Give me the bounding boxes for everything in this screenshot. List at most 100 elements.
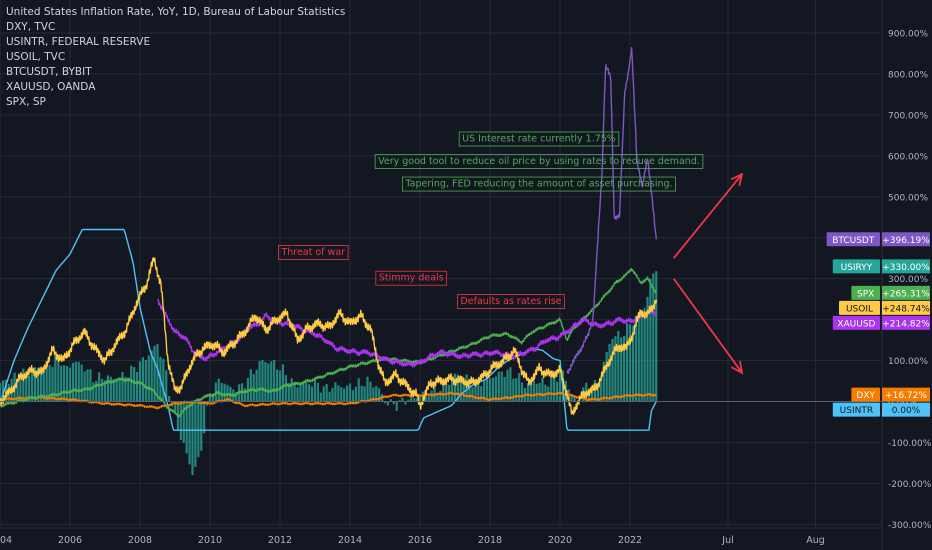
histogram-bar [541, 377, 544, 402]
histogram-bar [637, 312, 640, 402]
histogram-bar [118, 377, 121, 402]
histogram-bar [22, 368, 25, 402]
histogram-bar [258, 361, 261, 402]
histogram-bar [197, 401, 200, 458]
histogram-bar [51, 367, 54, 402]
annotation-box [402, 176, 676, 192]
legend-item-usoil[interactable]: USOIL, TVC [6, 51, 66, 63]
x-tick-label: Aug [806, 535, 825, 546]
price-tag-name-bg [851, 387, 880, 402]
histogram-bar [535, 383, 538, 402]
histogram-bar [512, 378, 515, 402]
y-tick-label: 800.00% [888, 70, 928, 80]
price-tag-btcusdt[interactable]: BTCUSDT +396.19% [826, 232, 931, 247]
histogram-bar [316, 382, 320, 402]
histogram-bar [602, 361, 605, 402]
histogram-bar [529, 381, 532, 402]
histogram-bar [162, 358, 165, 402]
histogram-bar [130, 365, 133, 402]
price-tag-value: +396.19% [882, 236, 930, 246]
price-tag-dxy[interactable]: DXY +16.72% [851, 387, 930, 402]
histogram-bar [4, 379, 7, 402]
histogram-bar [526, 383, 530, 402]
histogram-bar [80, 364, 83, 402]
plot-area: US Interest rate currently 1.75% Very goo… [0, 0, 882, 527]
histogram-bar [634, 315, 637, 402]
histogram-bar [620, 337, 623, 402]
histogram-bar [625, 323, 629, 402]
y-tick-label: -300.00% [888, 521, 932, 531]
histogram-bar [220, 382, 223, 402]
series-usintr-line [0, 228, 657, 431]
x-tick-label: 2016 [408, 535, 432, 546]
histogram-bar [445, 383, 448, 402]
histogram-bar [54, 355, 57, 402]
histogram-bar [404, 401, 407, 405]
histogram-bar [83, 371, 86, 402]
histogram-bar [33, 367, 37, 402]
histogram-bar [372, 387, 375, 402]
x-tick-label: 2014 [338, 535, 362, 546]
legend-item-xauusd[interactable]: XAUUSD, OANDA [6, 81, 96, 93]
histogram-bar [296, 387, 299, 402]
arrow-shaft [673, 173, 743, 259]
histogram-bar [366, 376, 369, 402]
histogram-bar [71, 362, 75, 402]
histogram-bar [153, 345, 156, 402]
histogram-bar [290, 378, 293, 402]
histogram-bar [223, 383, 226, 402]
price-tag-name: USINTR [840, 406, 873, 416]
histogram-bar [243, 388, 247, 402]
histogram-bar [494, 376, 497, 402]
histogram-bar [57, 354, 60, 402]
histogram-bar [173, 401, 177, 412]
histogram-bar [121, 372, 124, 402]
legend: United States Inflation Rate, YoY, 1D, B… [6, 5, 345, 110]
histogram-bar [200, 401, 203, 451]
histogram-bar [553, 376, 556, 402]
histogram-bar [398, 400, 401, 402]
histogram-bar [655, 271, 658, 402]
histogram-bar [383, 401, 387, 404]
annotation-label: Tapering, FED reducing the amount of ass… [402, 176, 676, 192]
price-tag-usoil[interactable]: USOIL +248.74% [839, 300, 930, 315]
annotation-box [375, 270, 448, 286]
price-tag-spx[interactable]: SPX +265.31% [851, 285, 930, 300]
histogram-bar [127, 377, 130, 402]
price-tag-xauusd[interactable]: XAUUSD +214.82% [832, 315, 930, 330]
projection-arrow [673, 172, 744, 259]
price-tag-name-bg [832, 259, 880, 274]
price-tag-usintr[interactable]: USINTR 0.00% [832, 402, 930, 417]
histogram-bar [389, 399, 392, 402]
histogram-bar [235, 391, 238, 402]
histogram-bar [462, 380, 465, 402]
histogram-bar [112, 379, 115, 402]
annotation-box [374, 154, 704, 169]
histogram-bar [538, 383, 541, 402]
histogram-bar [135, 371, 139, 402]
legend-item-spx[interactable]: SPX, SP [6, 96, 46, 108]
legend-item-usintr[interactable]: USINTR, FEDERAL RESERVE [6, 36, 151, 48]
annotation-text: US Interest rate currently 1.75% [462, 134, 616, 145]
price-tag-value: +330.00% [882, 263, 930, 273]
histogram-bar [92, 382, 95, 402]
annotation-text: Tapering, FED reducing the amount of ass… [404, 179, 672, 190]
annotation-text: Stimmy deals [379, 273, 444, 284]
histogram-bar [331, 387, 334, 402]
histogram-bar [226, 385, 229, 402]
legend-item-dxy[interactable]: DXY, TVC [6, 21, 56, 33]
price-tag-value-bg [882, 300, 930, 315]
histogram-bar [249, 369, 252, 402]
histogram-bar [305, 381, 308, 402]
legend-item-inflation[interactable]: United States Inflation Rate, YoY, 1D, B… [6, 6, 346, 18]
histogram-bar [450, 377, 454, 402]
histogram-bar [284, 375, 287, 402]
annotation-text: Defaults as rates rise [460, 296, 561, 307]
histogram-bar [60, 365, 63, 402]
histogram-bar [106, 375, 110, 402]
price-tag-usiryy[interactable]: USIRYY +330.00% [832, 259, 930, 274]
histogram-bar [63, 365, 66, 402]
histogram-bar [407, 399, 410, 402]
legend-item-btcusdt[interactable]: BTCUSDT, BYBIT [6, 66, 92, 78]
